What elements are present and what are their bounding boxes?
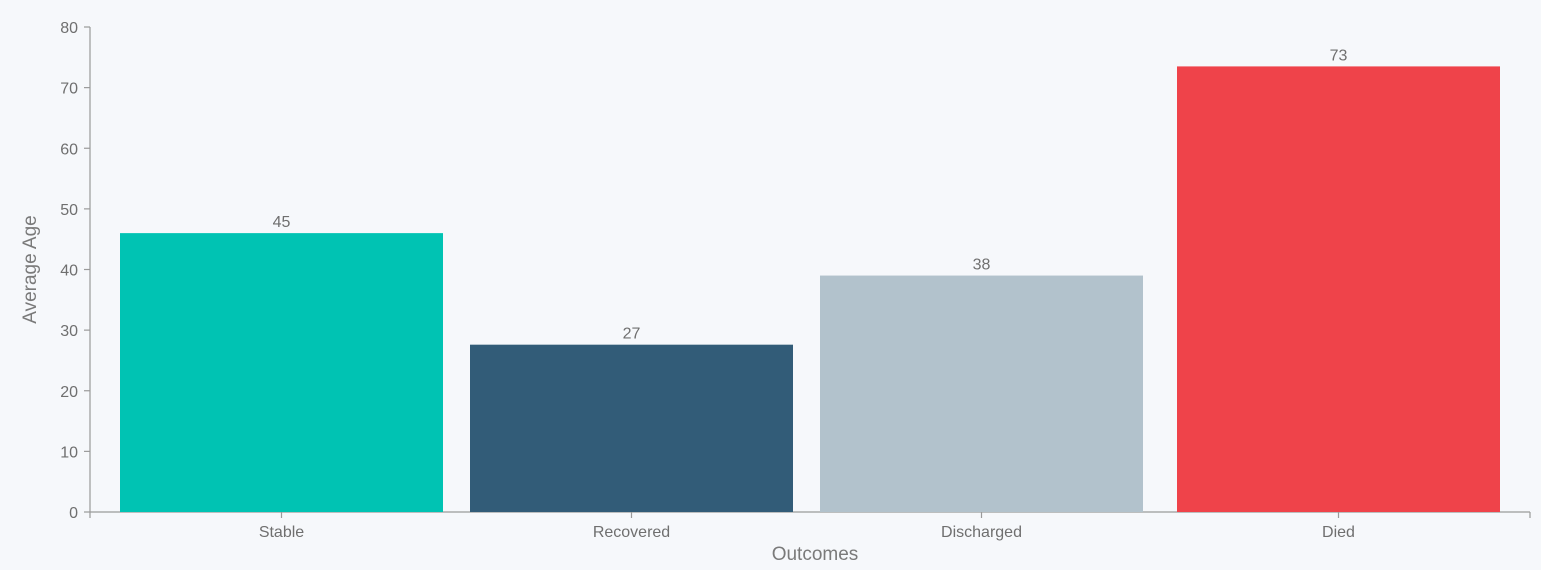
bar-died [1177, 66, 1500, 512]
data-label: 38 [973, 257, 991, 274]
x-tick-label: Died [1322, 524, 1355, 541]
x-tick-label: Stable [259, 524, 304, 541]
x-axis: Stable Recovered Discharged Died [90, 511, 1531, 541]
y-axis: 0 10 20 30 40 50 60 70 80 [60, 20, 91, 522]
data-labels: 45 27 38 73 [273, 47, 1348, 342]
x-tick-label: Recovered [593, 524, 670, 541]
y-tick-label: 10 [60, 444, 78, 461]
y-tick-label: 60 [60, 141, 78, 158]
y-tick-label: 40 [60, 263, 78, 280]
y-tick-label: 0 [69, 505, 78, 522]
bars [120, 66, 1500, 512]
bar-discharged [820, 275, 1143, 512]
x-axis-title: Outcomes [772, 544, 859, 565]
data-label: 45 [273, 214, 291, 231]
y-tick-label: 80 [60, 20, 78, 37]
y-axis-title: Average Age [20, 215, 41, 323]
y-tick-label: 30 [60, 323, 78, 340]
x-tick-label: Discharged [941, 524, 1022, 541]
bar-stable [120, 233, 443, 512]
y-tick-label: 20 [60, 384, 78, 401]
data-label: 27 [623, 326, 641, 343]
y-tick-label: 70 [60, 81, 78, 98]
bar-recovered [470, 344, 793, 512]
y-tick-label: 50 [60, 202, 78, 219]
data-label: 73 [1330, 47, 1348, 64]
